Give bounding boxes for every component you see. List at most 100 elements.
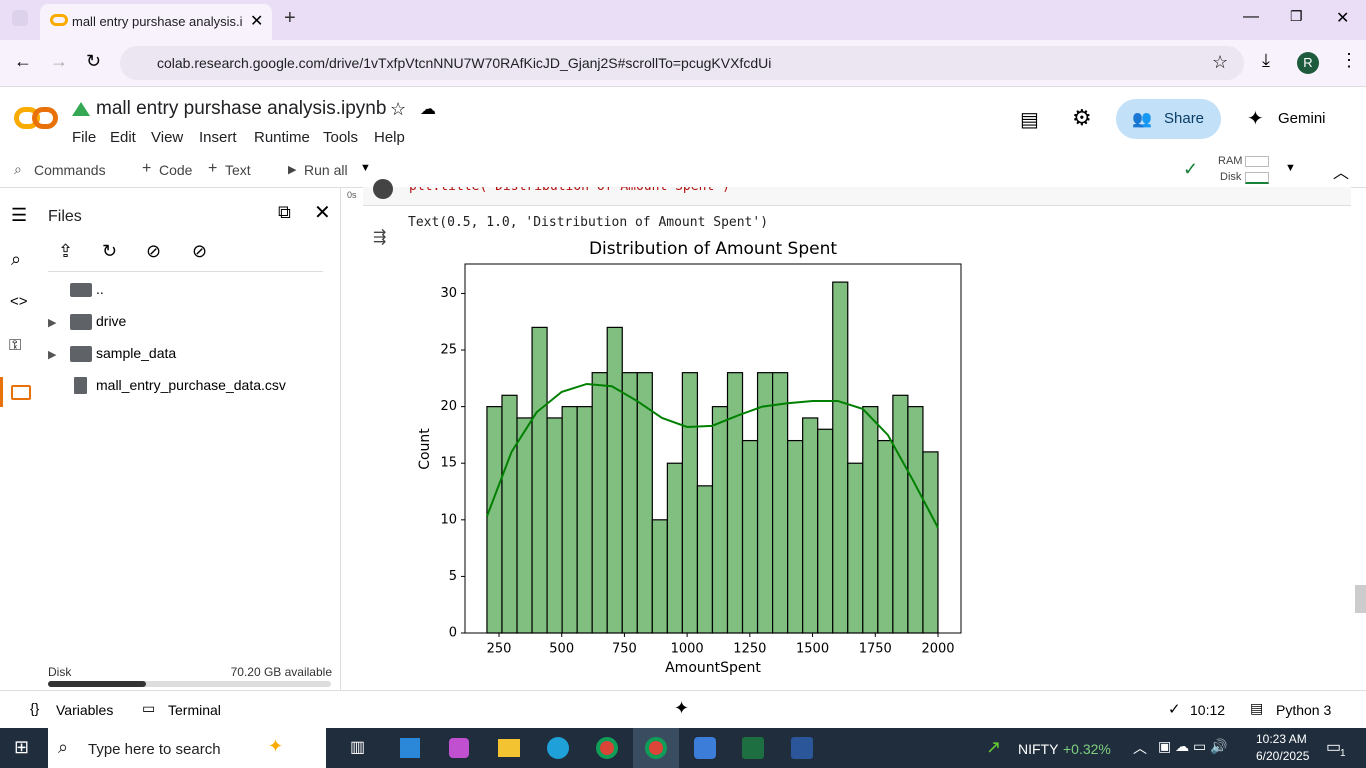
add-code[interactable]: Code	[159, 162, 193, 178]
x-tick-label: 2000	[921, 642, 954, 657]
variables[interactable]: Variables	[56, 702, 114, 718]
app-store[interactable]	[400, 738, 420, 758]
maximize[interactable]: ❐	[1290, 8, 1303, 24]
file-item[interactable]: sample_data	[96, 345, 177, 361]
gemini-label[interactable]: Gemini	[1278, 110, 1326, 127]
notebook-area: plt.title('Distribution of Amount Spent'…	[341, 179, 1366, 690]
start[interactable]: ⊞	[14, 737, 30, 757]
expand[interactable]: ▶	[48, 317, 57, 329]
active-app[interactable]	[633, 728, 679, 768]
menu-tools[interactable]: Tools	[323, 129, 359, 146]
bar	[756, 372, 774, 634]
forward[interactable]: →	[50, 51, 68, 71]
app-copilot[interactable]	[449, 738, 469, 758]
search-box[interactable]: ⌕ Type here to search ✦	[48, 728, 326, 768]
bar	[501, 394, 518, 634]
bar	[862, 406, 879, 634]
menu-edit[interactable]: Edit	[110, 129, 136, 146]
collapse[interactable]: ︿	[1333, 165, 1350, 182]
nifty[interactable]: NIFTY	[1018, 741, 1059, 757]
tab-close[interactable]: ✕	[250, 13, 264, 30]
notifications-icon[interactable]: ▭	[1326, 739, 1342, 756]
run-cell[interactable]	[373, 179, 393, 199]
terminal[interactable]: Terminal	[168, 702, 221, 718]
clock-time[interactable]: 10:23 AM	[1256, 732, 1307, 746]
app-excel[interactable]	[742, 737, 764, 759]
file-item[interactable]: mall_entry_purchase_data.csv	[96, 377, 286, 393]
notebook-name[interactable]: mall entry purshase analysis.ipynb	[96, 98, 387, 119]
menu-insert[interactable]: Insert	[199, 129, 237, 146]
upload[interactable]: ⇪	[58, 241, 74, 261]
menu-file[interactable]: File	[72, 129, 97, 146]
commands[interactable]: Commands	[34, 162, 106, 178]
scrollbar[interactable]	[1355, 585, 1366, 613]
share-icon: 👥	[1132, 111, 1152, 128]
reload[interactable]: ↻	[86, 51, 102, 71]
run-all[interactable]: Run all	[304, 162, 348, 178]
downloads[interactable]: ⤓	[1262, 50, 1270, 70]
app-m365[interactable]	[694, 737, 716, 759]
browser-menu[interactable]: ⋮	[1340, 50, 1358, 70]
close-window[interactable]: ✕	[1336, 10, 1350, 27]
secrets-icon[interactable]: ⚿	[9, 337, 22, 354]
find-icon[interactable]: ⌕	[11, 249, 22, 269]
gemini-icon[interactable]: ✦	[1247, 108, 1264, 130]
hide-files[interactable]: ⊘	[192, 241, 208, 261]
disk-available: 70.20 GB available	[230, 665, 332, 679]
tray-icons[interactable]: ▣ ☁ ▭ 🔊	[1158, 738, 1228, 754]
bar	[666, 462, 683, 634]
browser-tab[interactable]: mall entry purshase analysis.ipy ✕	[40, 4, 272, 40]
clock-date[interactable]: 6/20/2025	[1256, 749, 1310, 763]
file-item[interactable]: ..	[96, 281, 104, 297]
resources-dropdown[interactable]: ▼	[1285, 162, 1296, 174]
new-tab[interactable]: +	[284, 7, 296, 29]
url-box[interactable]: colab.research.google.com/drive/1vTxfpVt…	[120, 46, 1244, 80]
settings[interactable]: ⚙	[1072, 105, 1092, 130]
app-chrome[interactable]	[596, 737, 618, 759]
mount-drive[interactable]: ⊘	[146, 241, 162, 261]
bar	[591, 372, 608, 634]
star[interactable]: ☆	[390, 99, 407, 119]
notifications-count: 1	[1340, 748, 1346, 759]
file-icon	[74, 377, 87, 394]
runtime[interactable]: Python 3	[1276, 702, 1332, 718]
comments[interactable]: ▤	[1020, 109, 1039, 131]
app-edge[interactable]	[547, 737, 569, 759]
app-word[interactable]	[791, 737, 813, 759]
back[interactable]: ←	[14, 51, 32, 71]
runtime-icon: ▤	[1250, 700, 1264, 716]
gemini-prompt[interactable]: ✦	[674, 698, 690, 718]
file-item[interactable]: drive	[96, 313, 127, 329]
run-dropdown[interactable]: ▼	[360, 162, 371, 174]
share-button[interactable]: 👥 Share	[1116, 99, 1221, 139]
tray-up[interactable]: ︿	[1133, 740, 1147, 756]
bar	[741, 439, 759, 634]
minimize[interactable]: —	[1243, 8, 1259, 25]
x-tick-label: 500	[549, 642, 574, 657]
bar	[606, 326, 623, 634]
files-icon[interactable]	[11, 385, 31, 400]
output-toggle[interactable]: ⇶	[373, 229, 387, 246]
code-snippets-icon[interactable]: <>	[10, 293, 28, 310]
y-tick-label: 15	[440, 456, 457, 471]
ram-meter	[1245, 156, 1269, 167]
refresh[interactable]: ↻	[102, 241, 118, 261]
disk-bar-fill	[48, 681, 146, 687]
menu-runtime[interactable]: Runtime	[254, 129, 310, 146]
x-tick-label: 1750	[859, 642, 892, 657]
add-text[interactable]: Text	[225, 162, 251, 178]
chart: Distribution of Amount Spent AmountSpent…	[417, 239, 962, 676]
expand[interactable]: ▶	[48, 349, 57, 361]
bookmark[interactable]: ☆	[1212, 52, 1229, 72]
app-explorer[interactable]	[498, 739, 520, 757]
menu-help[interactable]: Help	[374, 129, 405, 146]
tab-list-button[interactable]	[12, 10, 28, 26]
menu-view[interactable]: View	[151, 129, 184, 146]
task-view[interactable]: ▥	[350, 739, 366, 756]
profile-avatar[interactable]: R	[1297, 52, 1319, 74]
close-panel[interactable]: ✕	[314, 202, 331, 224]
toc-icon[interactable]: ☰	[11, 205, 28, 225]
x-axis-label: AmountSpent	[665, 660, 761, 676]
bar	[877, 439, 894, 634]
new-window[interactable]: ⧉	[278, 202, 291, 222]
